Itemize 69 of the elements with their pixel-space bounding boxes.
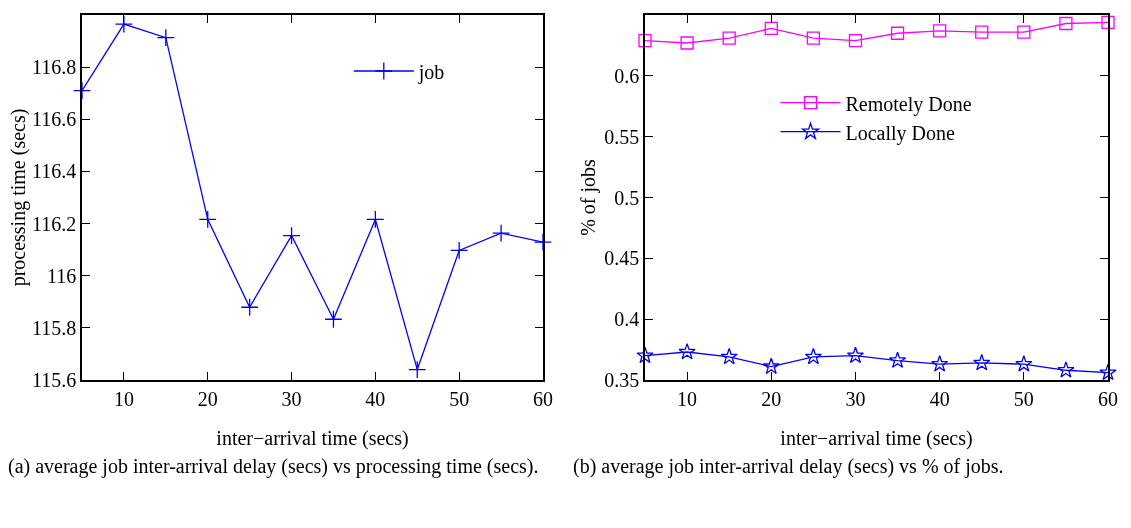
legend-label: Locally Done bbox=[845, 121, 956, 145]
point bbox=[240, 298, 259, 317]
x-tick-label: 60 bbox=[1098, 387, 1118, 410]
point bbox=[1101, 15, 1115, 29]
x-axis-title: inter−arrival time (secs) bbox=[780, 427, 973, 450]
point bbox=[846, 346, 865, 364]
point bbox=[975, 25, 989, 39]
point bbox=[366, 210, 385, 229]
y-tick-label: 0.45 bbox=[604, 247, 640, 270]
y-tick-label: 116.6 bbox=[31, 108, 77, 131]
point bbox=[282, 226, 301, 245]
x-tick-label: 60 bbox=[533, 387, 553, 410]
point bbox=[638, 33, 652, 48]
point bbox=[678, 342, 696, 360]
point bbox=[533, 233, 553, 252]
x-tick-label: 30 bbox=[845, 387, 866, 410]
y-tick-label: 116.4 bbox=[31, 160, 77, 183]
point bbox=[722, 31, 736, 45]
point bbox=[1059, 16, 1073, 31]
y-tick-label: 115.8 bbox=[31, 316, 77, 339]
x-tick-label: 30 bbox=[281, 387, 302, 410]
y-tick-label: 116 bbox=[46, 264, 77, 287]
y-tick-label: 116.2 bbox=[31, 212, 77, 235]
y-tick-label: 116.8 bbox=[31, 56, 77, 79]
point bbox=[450, 241, 469, 260]
x-tick-label: 20 bbox=[761, 387, 782, 410]
point bbox=[492, 224, 511, 243]
x-tick-label: 40 bbox=[929, 387, 950, 410]
point bbox=[636, 346, 654, 364]
point bbox=[198, 210, 217, 229]
y-tick-label: 0.35 bbox=[604, 369, 640, 391]
point bbox=[1099, 363, 1117, 381]
point bbox=[72, 81, 92, 100]
legend-label: Remotely Done bbox=[845, 92, 972, 116]
point bbox=[931, 355, 949, 372]
point bbox=[806, 31, 821, 45]
y-tick-label: 0.55 bbox=[604, 125, 640, 148]
point bbox=[890, 26, 905, 40]
x-tick-label: 40 bbox=[365, 387, 386, 410]
x-tick-label: 50 bbox=[1013, 387, 1034, 410]
text: (a) average job inter-arrival delay (secs) vs processing time (secs). bbox=[7, 454, 540, 478]
x-tick-label: 50 bbox=[449, 387, 470, 410]
point bbox=[764, 21, 778, 36]
y-axis-title: % of jobs bbox=[576, 158, 600, 236]
point bbox=[762, 357, 780, 375]
point bbox=[720, 347, 738, 365]
point bbox=[888, 351, 907, 368]
point bbox=[1015, 355, 1033, 372]
point bbox=[1017, 25, 1031, 39]
y-axis-title: processing time (secs) bbox=[6, 108, 30, 287]
text: (b) average job inter-arrival delay (secs) vs % of jobs. bbox=[572, 454, 1005, 478]
x-tick-label: 10 bbox=[113, 387, 134, 410]
y-tick-label: 0.4 bbox=[614, 308, 640, 331]
point bbox=[680, 36, 694, 50]
point bbox=[408, 360, 427, 379]
point bbox=[973, 353, 991, 371]
point bbox=[848, 33, 863, 48]
y-tick-label: 0.6 bbox=[614, 64, 640, 87]
point bbox=[156, 28, 175, 47]
point bbox=[804, 347, 822, 365]
point bbox=[324, 310, 343, 329]
y-tick-label: 0.5 bbox=[614, 186, 640, 209]
point bbox=[932, 24, 947, 38]
x-axis-title: inter−arrival time (secs) bbox=[216, 427, 409, 450]
legend-label: job bbox=[417, 60, 445, 84]
x-tick-label: 10 bbox=[677, 387, 698, 410]
point bbox=[1057, 361, 1075, 378]
x-tick-label: 20 bbox=[197, 387, 218, 410]
y-tick-label: 115.6 bbox=[31, 369, 77, 391]
